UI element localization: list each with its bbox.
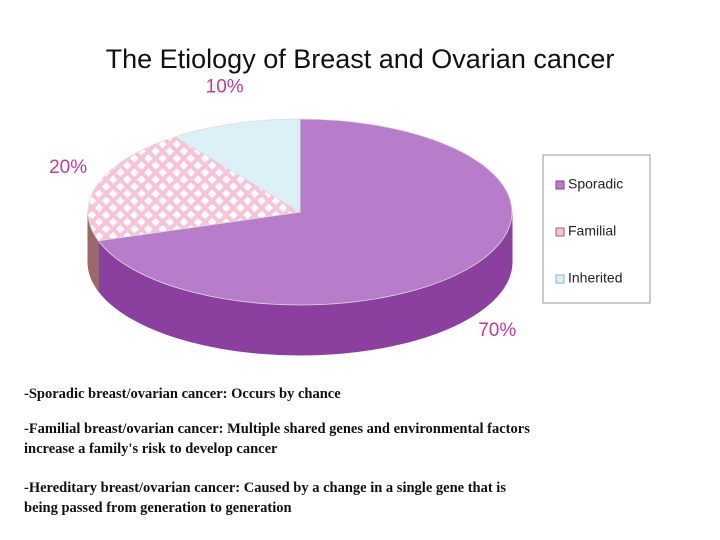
legend-swatch: [555, 180, 565, 190]
note-line: increase a family's risk to develop canc…: [24, 441, 278, 457]
legend-swatch: [555, 274, 565, 284]
slice: [97, 118, 513, 306]
chart-title: The Etiology of Breast and Ovarian cance…: [106, 44, 615, 74]
legend-label: Sporadic: [568, 176, 623, 192]
value-label: 20%: [49, 157, 87, 178]
legend-label: Inherited: [568, 270, 622, 286]
legend-label: Familial: [568, 223, 616, 239]
note-line: -Familial breast/ovarian cancer: Multipl…: [24, 421, 530, 437]
slice: [174, 118, 301, 213]
value-label: 70%: [478, 320, 516, 341]
legend-swatch: [555, 227, 565, 237]
note-line: -Hereditary breast/ovarian cancer: Cause…: [24, 480, 506, 496]
slice: [87, 136, 302, 242]
value-label: 10%: [206, 77, 244, 98]
note-line: -Sporadic breast/ovarian cancer: Occurs …: [24, 386, 341, 402]
note-line: being passed from generation to generati…: [24, 500, 292, 516]
